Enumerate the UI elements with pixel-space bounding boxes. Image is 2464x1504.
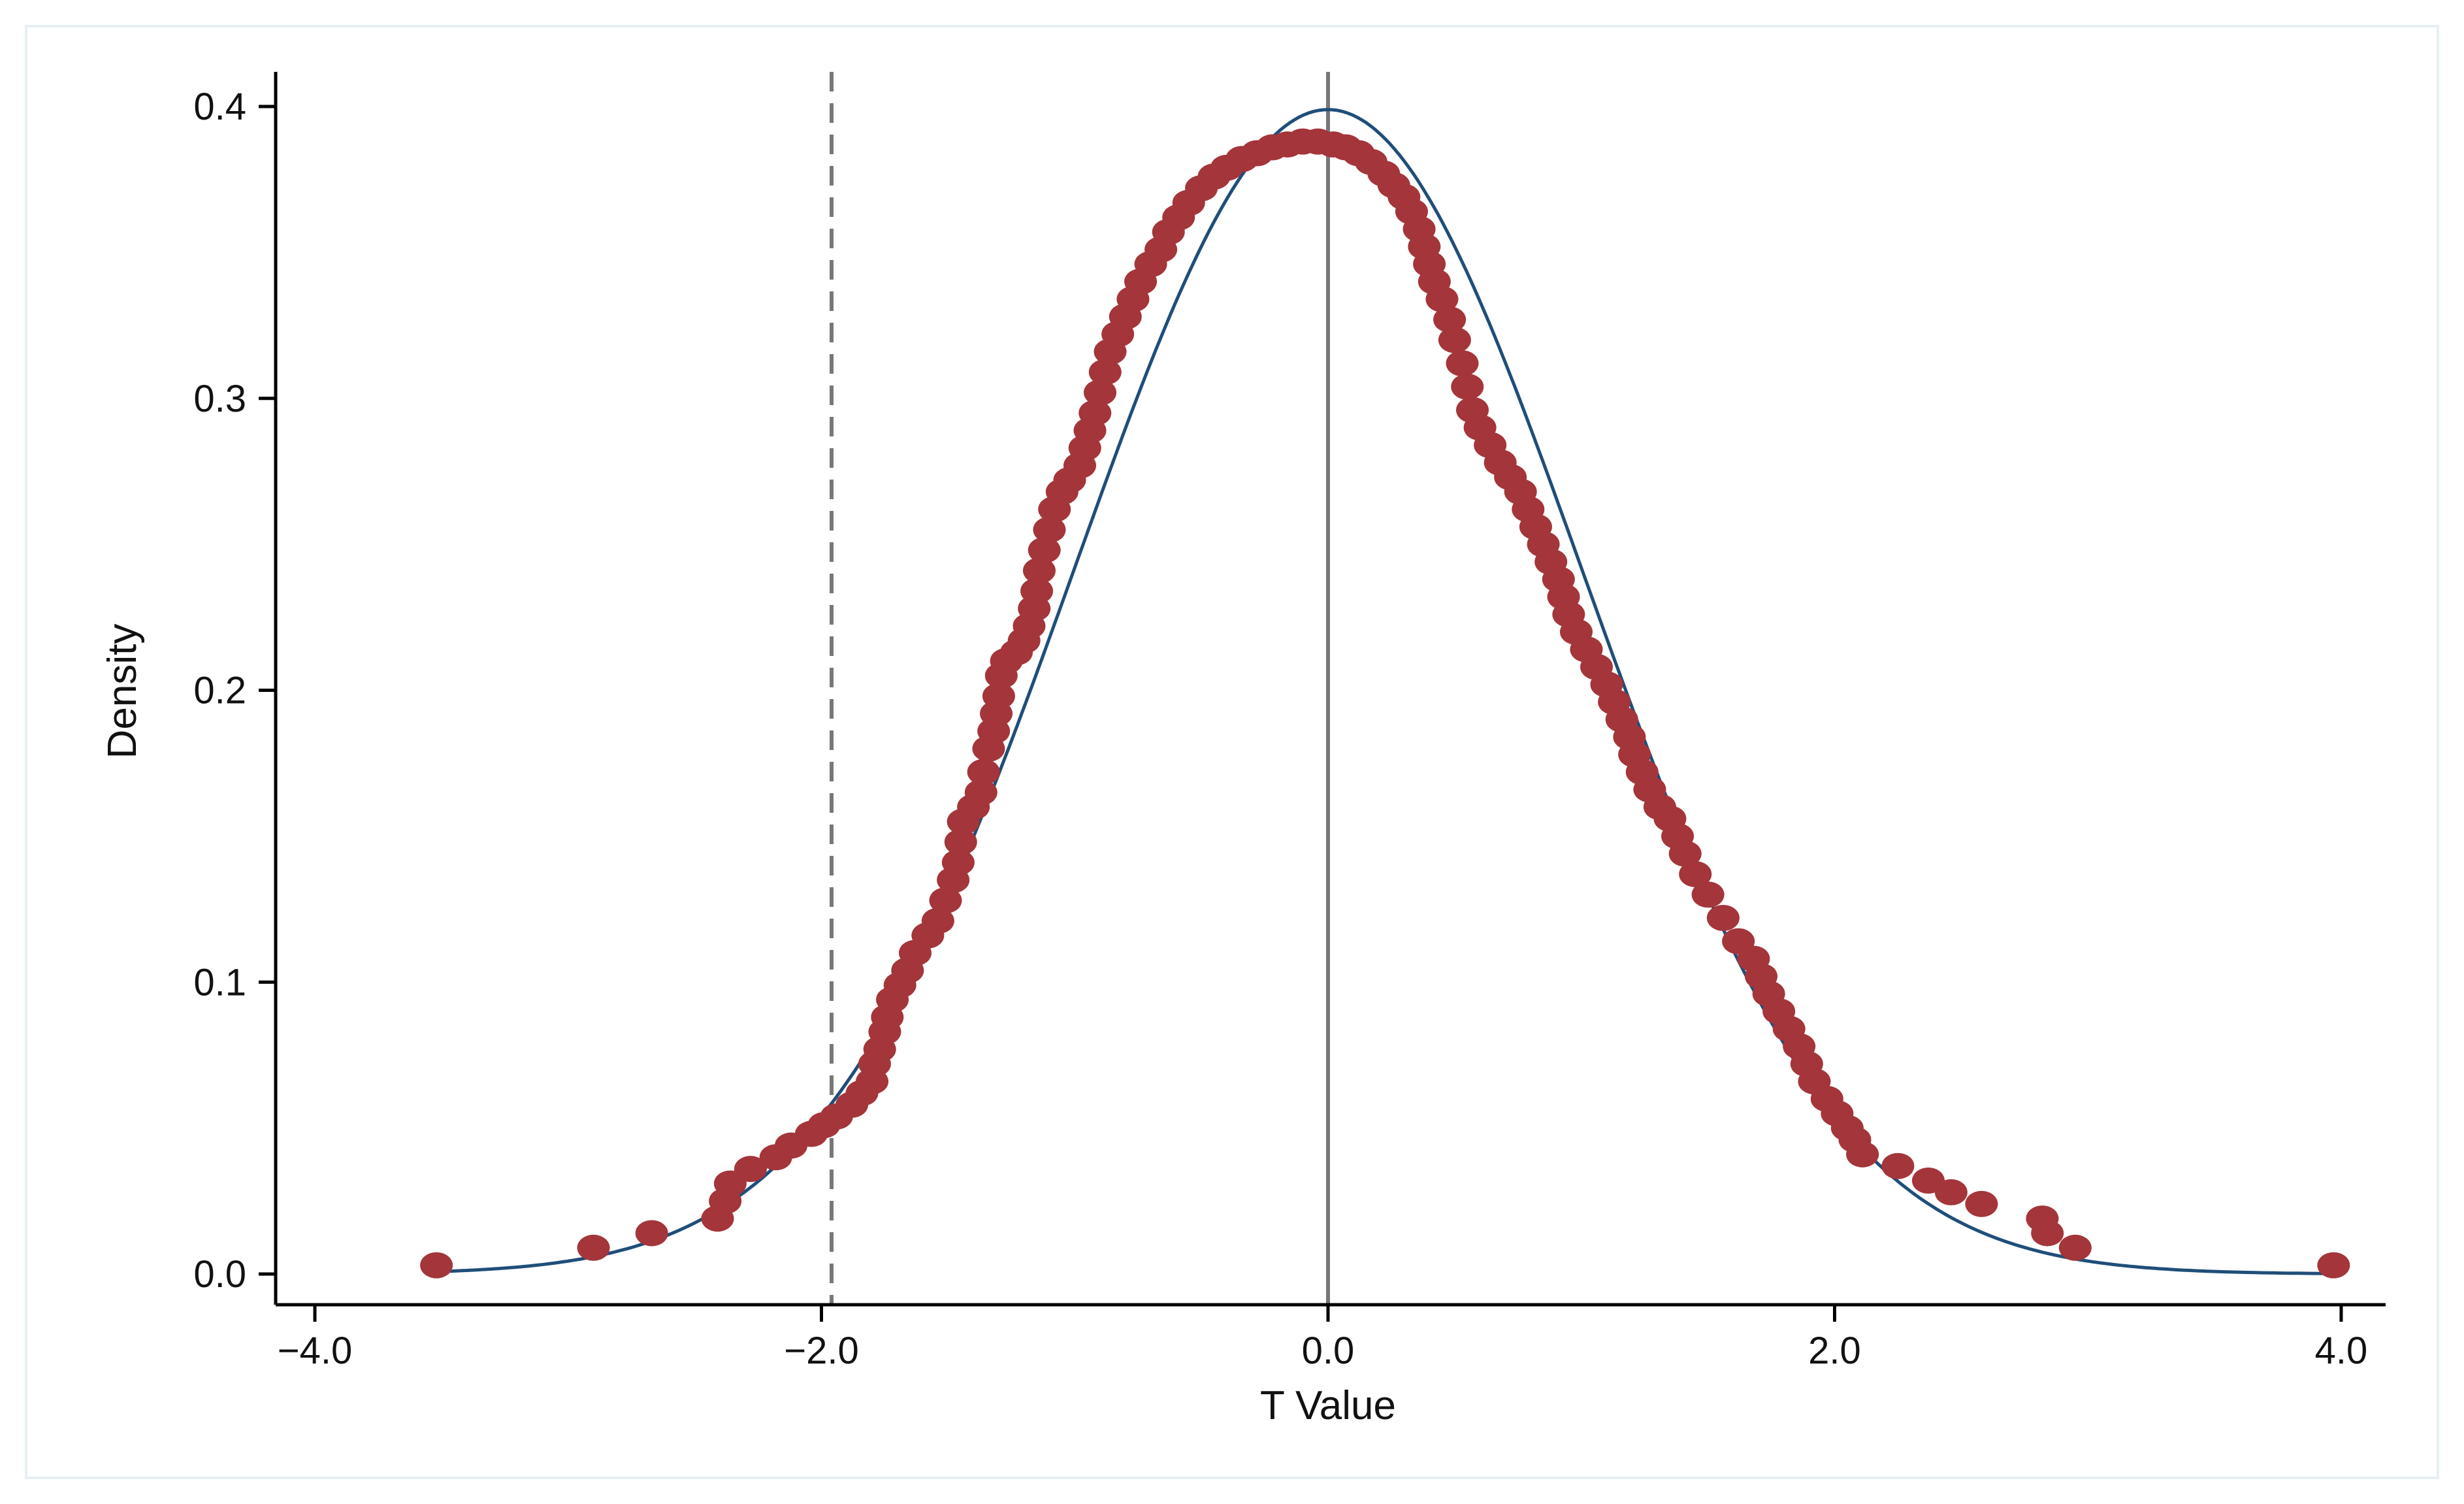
data-point <box>1022 557 1056 584</box>
data-points <box>420 128 2350 1279</box>
data-point <box>982 683 1015 710</box>
data-point <box>1020 578 1054 604</box>
data-point <box>1425 286 1459 312</box>
axes: −4.0 −2.0 0.0 2.0 4.0 0.0 0.1 0.2 0.3 0.4 <box>193 72 2386 1372</box>
reference-lines <box>830 72 1330 1305</box>
data-point <box>1679 860 1712 887</box>
data-point <box>929 887 962 914</box>
data-point <box>944 828 977 855</box>
data-point <box>1934 1179 1968 1205</box>
data-point <box>2058 1234 2092 1261</box>
y-tick-label: 0.0 <box>193 1253 246 1296</box>
data-point <box>1446 350 1479 377</box>
data-point <box>1668 840 1702 867</box>
data-point <box>1433 306 1467 333</box>
y-tick-label: 0.2 <box>193 670 246 712</box>
y-axis-title: Density <box>100 624 145 759</box>
data-point <box>1451 373 1484 400</box>
data-point <box>1033 516 1066 543</box>
x-tick-label: −2.0 <box>784 1330 859 1372</box>
normal-density-curve <box>429 108 2341 1275</box>
data-point <box>420 1252 453 1279</box>
x-tick-label: −4.0 <box>278 1330 353 1372</box>
data-point <box>1028 537 1061 564</box>
data-point <box>635 1220 668 1247</box>
data-point <box>734 1156 767 1183</box>
y-tick-label: 0.1 <box>193 961 246 1004</box>
data-point <box>2031 1220 2064 1247</box>
data-point <box>1084 379 1117 406</box>
x-tick-label: 2.0 <box>1808 1330 1861 1372</box>
data-point <box>2317 1252 2350 1279</box>
data-point <box>921 907 954 934</box>
data-point <box>1088 359 1122 385</box>
y-tick-label: 0.3 <box>193 378 246 420</box>
data-point <box>1846 1141 1879 1168</box>
data-point <box>967 759 1000 785</box>
data-point <box>1691 881 1725 908</box>
data-point <box>577 1234 610 1261</box>
data-point <box>1706 904 1740 931</box>
x-tick-label: 0.0 <box>1302 1330 1355 1372</box>
y-tick-label: 0.4 <box>193 86 246 128</box>
data-point <box>1881 1153 1915 1179</box>
data-point <box>941 849 975 876</box>
data-point <box>964 779 997 806</box>
x-tick-label: 4.0 <box>2315 1330 2368 1372</box>
x-axis-title: T Value <box>1260 1383 1396 1428</box>
data-point <box>1078 400 1112 427</box>
data-point <box>1438 327 1471 353</box>
data-point <box>1965 1190 1998 1217</box>
